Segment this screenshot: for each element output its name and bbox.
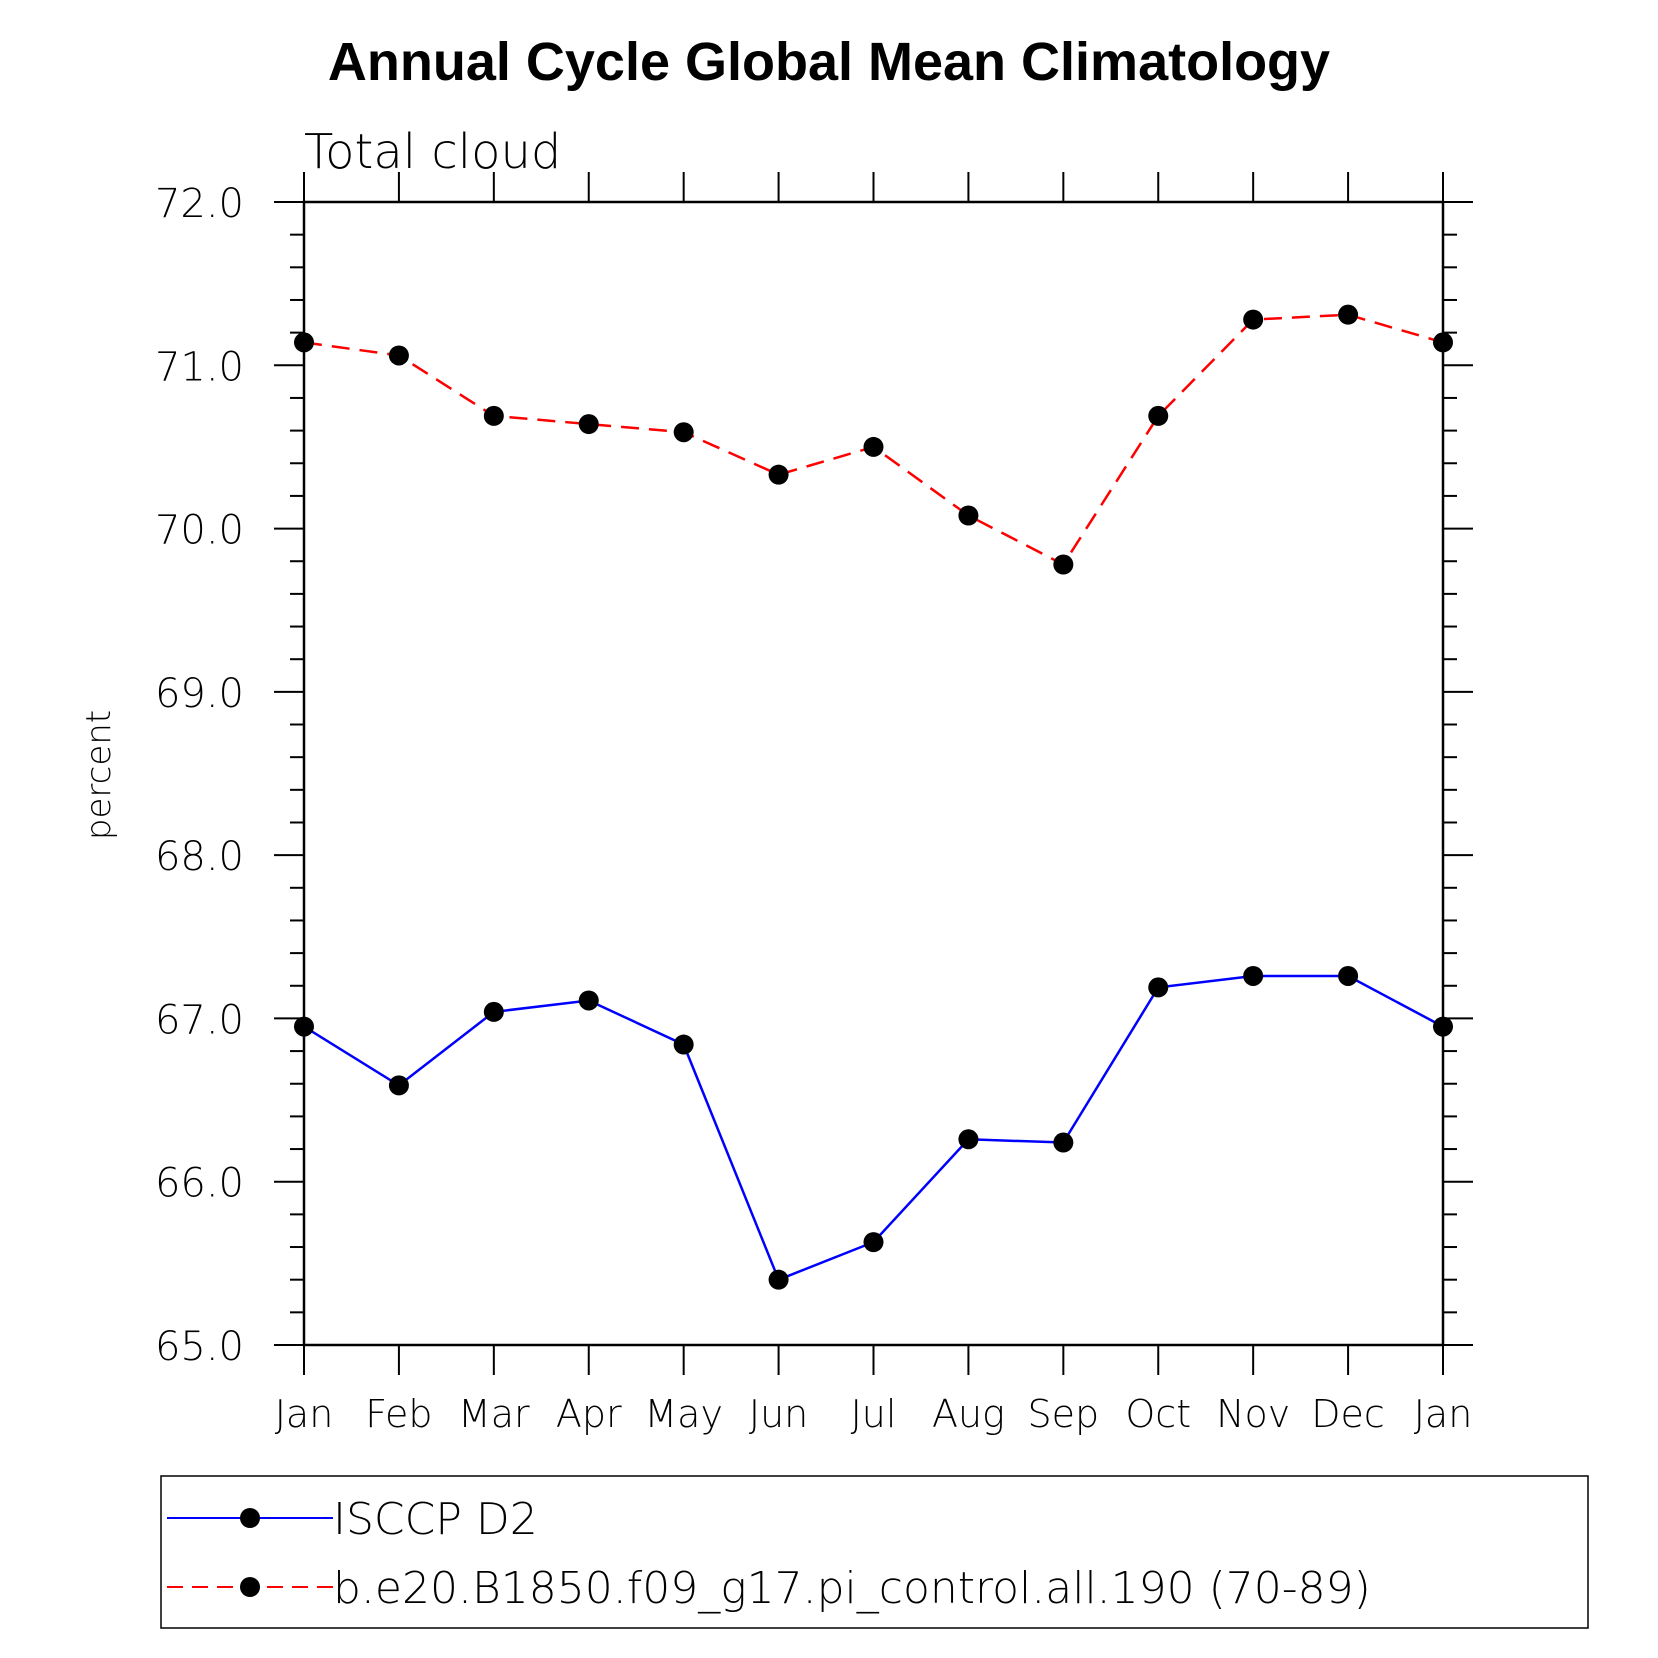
series-0-point [1148,977,1169,998]
axes [274,172,1473,1375]
y-tick-label: 67.0 [155,997,244,1043]
chart-subtitle: Total cloud [304,124,561,180]
x-tick-label: Apr [556,1392,622,1436]
x-tick-label: Feb [365,1392,432,1436]
series-1-point [1053,554,1074,575]
y-tick-label: 71.0 [155,344,244,390]
y-tick-label: 72.0 [155,181,244,227]
series-1-point [1338,304,1359,325]
y-tick-label: 65.0 [155,1324,244,1370]
y-axis-label: percent [79,710,119,840]
y-tick-labels: 65.0 66.0 67.0 68.0 69.0 70.0 71.0 72.0 [155,181,244,1370]
series-1-point [578,414,599,435]
x-tick-label: Jan [1414,1392,1473,1436]
plot-frame [302,200,1445,1347]
legend-label-model: b.e20.B1850.f09_g17.pi_control.all.190 (… [333,1563,1371,1614]
series-1-point [294,332,314,353]
legend-box [160,1475,1589,1629]
y-tick-label: 69.0 [155,671,244,717]
series-layer [294,304,1453,1290]
x-tick-label: Dec [1311,1392,1385,1436]
series-0-point [483,1001,504,1022]
series-0-point [1243,965,1264,986]
legend-marker-isccp [240,1508,260,1528]
x-tick-label: Oct [1125,1392,1191,1436]
series-0-point [1338,965,1359,986]
series-0-point [958,1129,979,1150]
x-tick-label: Aug [932,1392,1005,1436]
x-tick-label: Jan [275,1392,334,1436]
series-1-point [958,505,979,526]
x-tick-label: Sep [1028,1392,1100,1436]
legend: ISCCP D2 b.e20.B1850.f09_g17.pi_control.… [160,1475,1589,1629]
legend-label-isccp: ISCCP D2 [333,1494,538,1545]
series-1-point [1148,405,1169,426]
x-tick-label: Nov [1216,1392,1290,1436]
series-1-point [483,405,504,426]
series-1-point [388,345,409,366]
series-1-point [768,464,789,485]
series-0-point [388,1075,409,1096]
series-0-point [294,1016,314,1037]
series-1-point [863,436,884,457]
y-tick-label: 70.0 [155,508,244,554]
series-0-point [1053,1132,1074,1153]
series-1-point [673,422,694,443]
x-tick-label: Jul [851,1392,897,1436]
series-0-point [768,1269,789,1290]
series-1-point [1433,332,1453,353]
chart-title: Annual Cycle Global Mean Climatology [328,32,1330,92]
legend-marker-model [240,1577,260,1597]
series-0-point [673,1034,694,1055]
x-tick-label: Jun [749,1392,808,1436]
x-tick-labels: Jan Feb Mar Apr May Jun Jul Aug Sep Oct Nov Dec Jan [275,1392,1473,1436]
y-tick-label: 68.0 [155,834,244,880]
series-1-point [1243,309,1264,330]
series-0-point [863,1232,884,1253]
series-0-point [1433,1016,1453,1037]
x-tick-label: May [644,1392,723,1436]
y-tick-label: 66.0 [155,1161,244,1207]
series-0-point [578,990,599,1011]
x-tick-label: Mar [458,1392,530,1436]
